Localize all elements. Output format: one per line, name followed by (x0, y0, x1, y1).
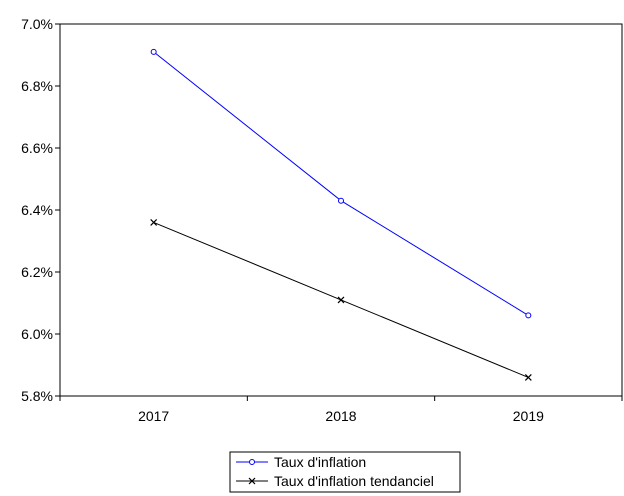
plot-area-frame (59, 23, 623, 397)
legend-item: Taux d'inflation tendanciel (236, 473, 434, 489)
x-axis: 2017 2018 2019 (59, 396, 623, 424)
legend-label: Taux d'inflation tendanciel (274, 473, 434, 489)
data-point (150, 218, 158, 226)
legend-marker (249, 459, 255, 465)
y-tick-label: 6.6% (21, 140, 53, 156)
x-tick-label: 2017 (138, 408, 169, 424)
series-1 (150, 48, 532, 319)
y-tick-label: 6.4% (21, 202, 53, 218)
legend-item: Taux d'inflation (236, 454, 366, 470)
data-point (525, 312, 532, 319)
x-tick-label: 2018 (325, 408, 356, 424)
data-point (524, 373, 532, 381)
legend-box (229, 451, 461, 493)
y-tick-label: 7.0% (21, 16, 53, 32)
data-point (150, 48, 157, 55)
data-point (338, 197, 344, 204)
y-tick-label: 6.8% (21, 78, 53, 94)
legend: Taux d'inflation Taux d'inflation tendanc… (229, 451, 461, 493)
legend-label: Taux d'inflation (274, 454, 366, 470)
series-layer (150, 48, 532, 381)
data-point (337, 296, 345, 304)
y-tick-label: 5.8% (21, 388, 53, 404)
series-line (153, 51, 529, 316)
x-tick-label: 2019 (513, 408, 544, 424)
y-tick-label: 6.0% (21, 326, 53, 342)
y-axis: 5.8% 6.0% 6.2% 6.4% 6.6% 6.8% 7.0% (21, 16, 60, 404)
y-tick-label: 6.2% (21, 264, 53, 280)
legend-marker (248, 477, 256, 485)
series-2 (150, 218, 532, 381)
